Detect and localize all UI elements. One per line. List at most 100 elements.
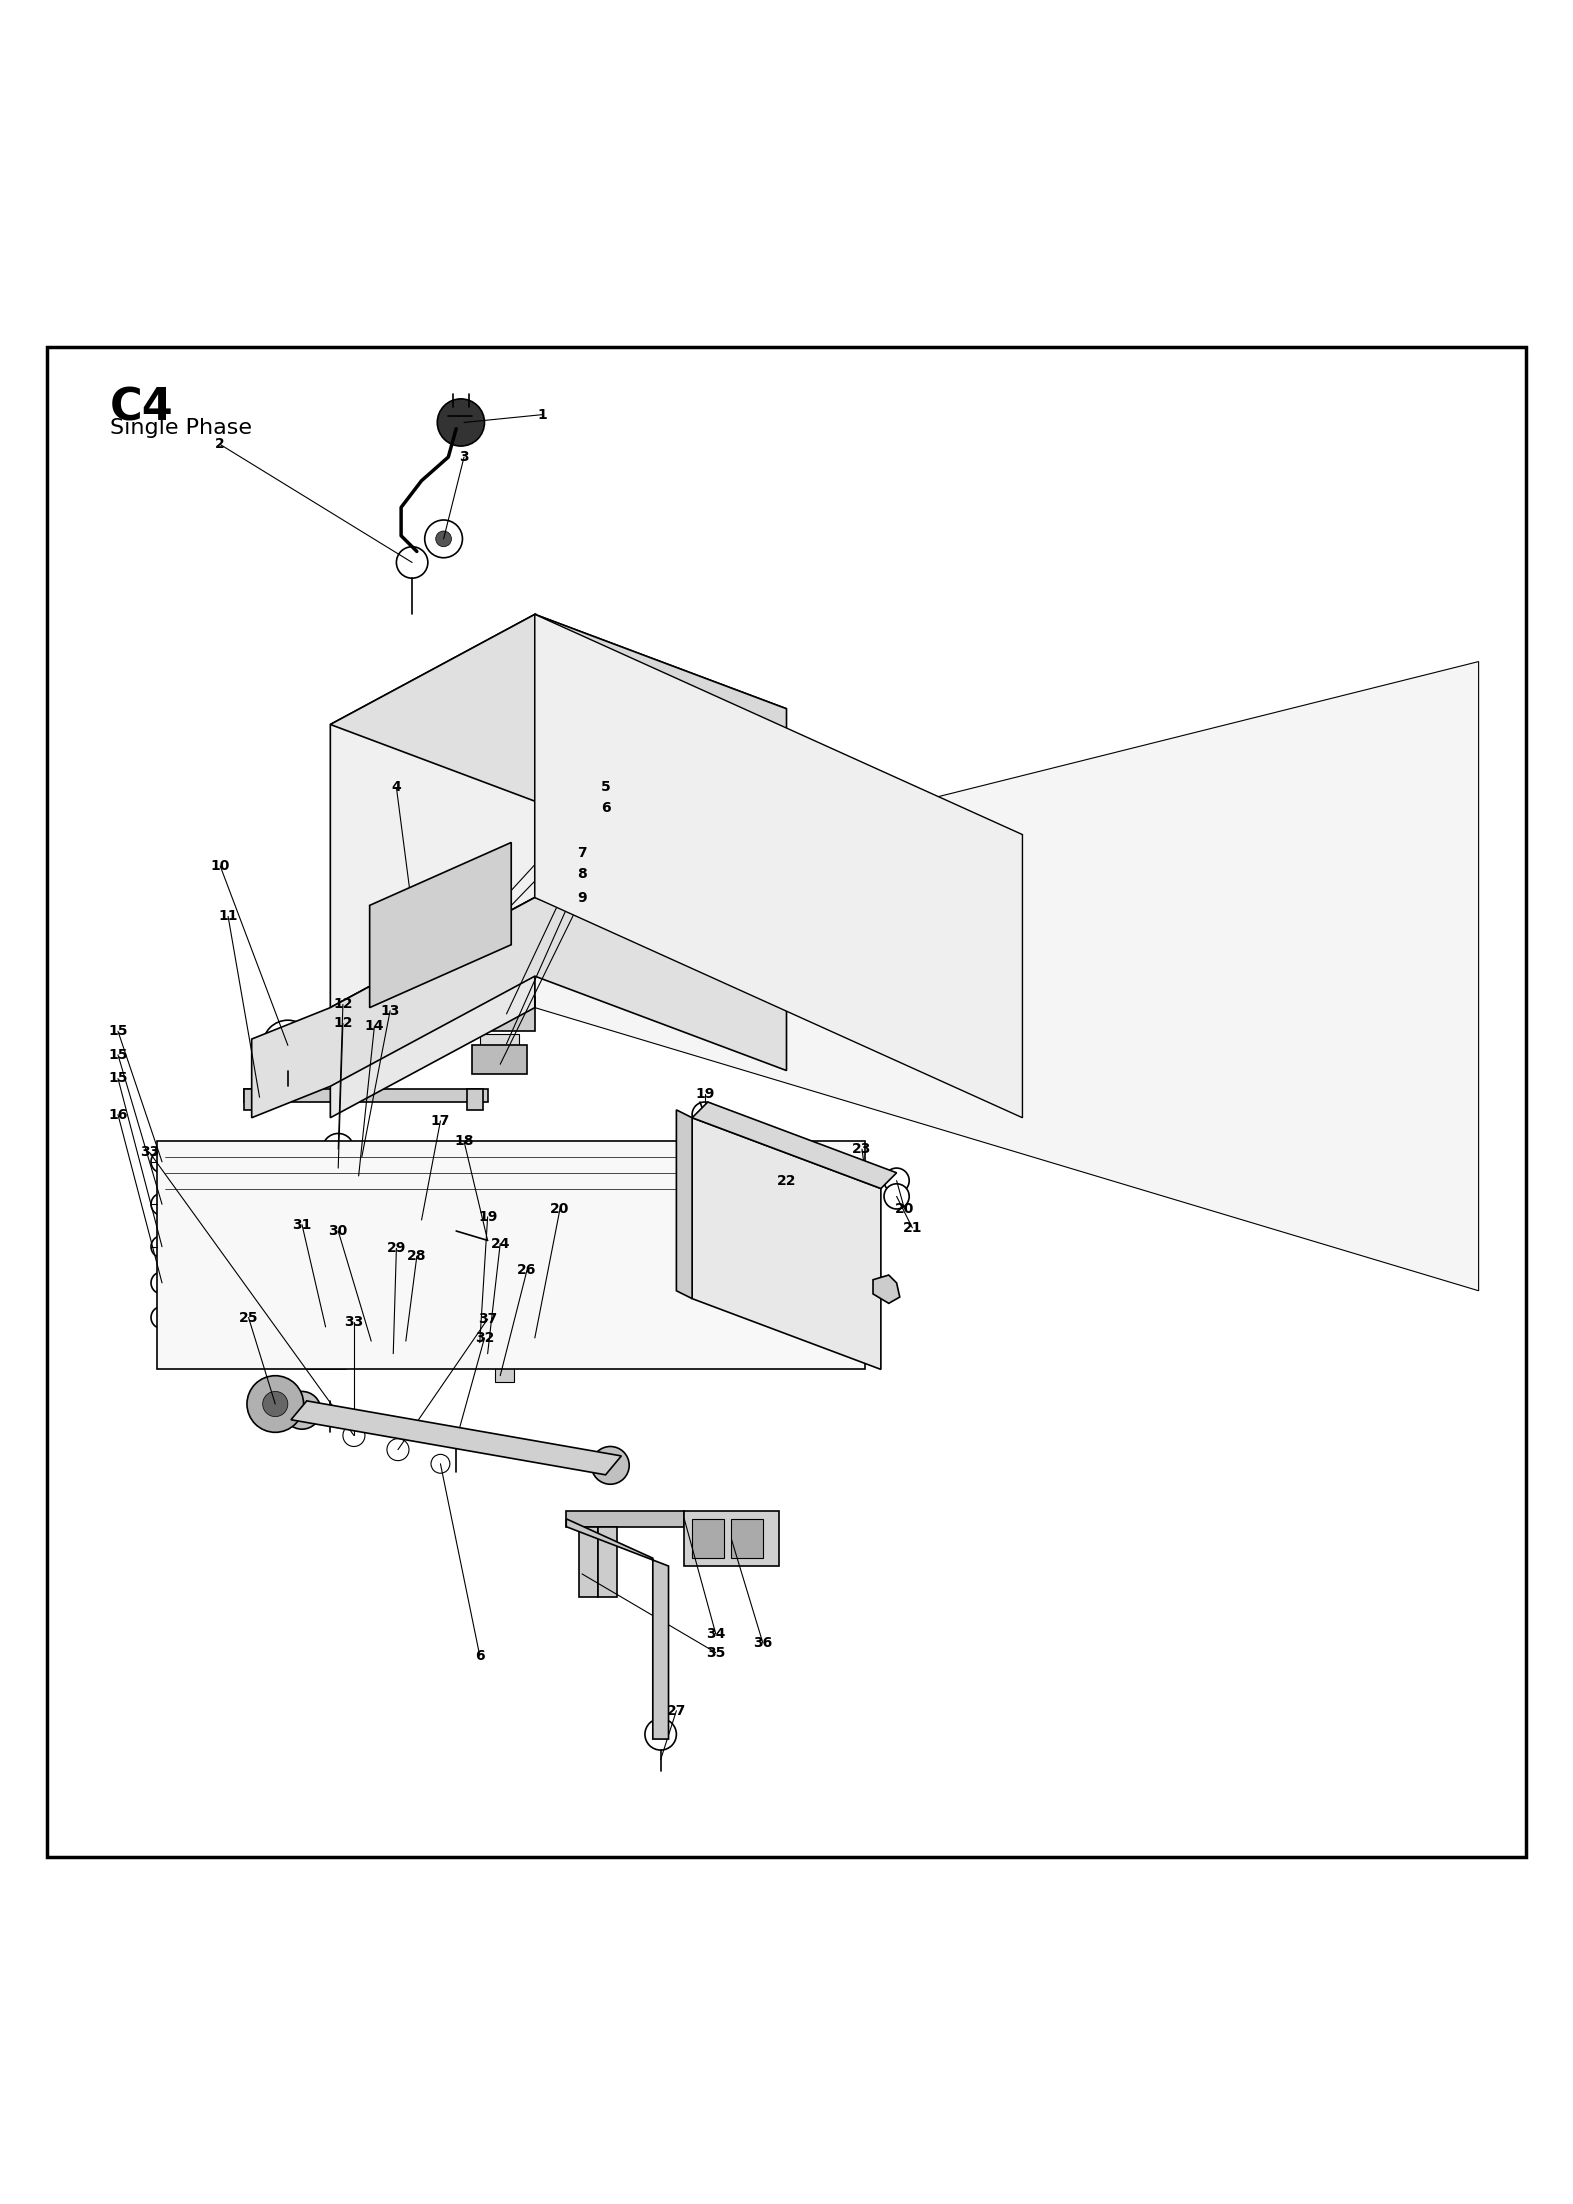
Text: 19: 19 [695, 1087, 714, 1102]
Text: 13: 13 [381, 1003, 400, 1018]
Bar [598, 1527, 617, 1598]
Text: 37: 37 [478, 1311, 497, 1327]
Bar [417, 1322, 436, 1360]
Bar [244, 1089, 260, 1111]
Text: 12: 12 [333, 998, 352, 1012]
Bar [480, 996, 535, 1031]
Text: 17: 17 [431, 1113, 450, 1128]
Text: 20: 20 [551, 1201, 569, 1217]
Circle shape [461, 928, 477, 946]
Circle shape [151, 1150, 173, 1173]
Circle shape [774, 1287, 799, 1311]
Text: 35: 35 [706, 1646, 725, 1660]
Circle shape [263, 1391, 288, 1417]
Circle shape [884, 1184, 909, 1210]
Text: 23: 23 [853, 1142, 871, 1157]
Bar [385, 1173, 456, 1267]
Circle shape [238, 1166, 250, 1179]
Polygon shape [566, 1519, 669, 1739]
Polygon shape [873, 1276, 900, 1303]
Text: 2: 2 [216, 436, 225, 452]
Bar [362, 1318, 381, 1364]
Circle shape [387, 1439, 409, 1461]
Polygon shape [535, 615, 1022, 1117]
Text: 33: 33 [140, 1146, 159, 1159]
Text: 15: 15 [109, 1071, 127, 1084]
Circle shape [283, 1391, 321, 1428]
Bar [731, 1519, 763, 1558]
Polygon shape [330, 897, 535, 1117]
Polygon shape [370, 842, 511, 1007]
Circle shape [437, 399, 484, 445]
Text: 30: 30 [329, 1223, 348, 1239]
Circle shape [591, 1446, 629, 1483]
Circle shape [425, 520, 462, 558]
Text: Single Phase: Single Phase [110, 419, 252, 439]
Polygon shape [330, 615, 535, 1007]
Text: 7: 7 [577, 846, 587, 860]
Circle shape [367, 855, 404, 893]
Text: 32: 32 [475, 1331, 494, 1344]
Circle shape [884, 1168, 909, 1192]
Circle shape [348, 1166, 370, 1188]
Text: 10: 10 [211, 860, 230, 873]
Circle shape [343, 1424, 365, 1446]
Text: 28: 28 [407, 1250, 426, 1263]
Polygon shape [157, 1142, 865, 1369]
Text: 27: 27 [667, 1704, 686, 1717]
Text: 21: 21 [903, 1221, 922, 1234]
Text: 14: 14 [365, 1020, 384, 1034]
Text: 25: 25 [239, 1311, 258, 1325]
Circle shape [478, 1344, 497, 1362]
Circle shape [151, 1236, 173, 1258]
Circle shape [238, 1214, 250, 1225]
Bar [393, 1181, 448, 1258]
Text: 29: 29 [387, 1241, 406, 1256]
Text: 19: 19 [478, 1210, 497, 1223]
Text: 22: 22 [777, 1175, 796, 1188]
Circle shape [151, 1272, 173, 1294]
Bar [456, 1322, 519, 1362]
Text: 36: 36 [753, 1635, 772, 1651]
Bar [495, 1362, 514, 1382]
Text: C4: C4 [110, 386, 175, 430]
Circle shape [322, 1153, 354, 1184]
Bar [566, 1512, 684, 1527]
Text: 26: 26 [518, 1263, 536, 1278]
Polygon shape [692, 1102, 897, 1188]
Circle shape [151, 1192, 173, 1214]
Circle shape [436, 531, 451, 547]
Circle shape [351, 1146, 373, 1168]
Circle shape [692, 1102, 717, 1126]
Circle shape [322, 1133, 354, 1166]
Bar [480, 1034, 519, 1049]
Text: 15: 15 [109, 1025, 127, 1038]
Circle shape [645, 1719, 676, 1750]
Polygon shape [252, 897, 786, 1117]
Text: 3: 3 [459, 450, 469, 465]
Text: 9: 9 [577, 890, 587, 904]
Circle shape [238, 1190, 250, 1203]
Circle shape [431, 1455, 450, 1472]
Text: 6: 6 [601, 800, 610, 815]
Bar [385, 1318, 448, 1364]
Bar [705, 1173, 768, 1283]
Polygon shape [692, 1117, 881, 1369]
Circle shape [389, 917, 445, 972]
Bar [692, 1519, 724, 1558]
Bar [390, 1322, 409, 1360]
Polygon shape [676, 1111, 692, 1298]
Bar [244, 1089, 488, 1102]
Polygon shape [291, 1402, 621, 1474]
Polygon shape [330, 615, 786, 820]
Text: 34: 34 [706, 1627, 725, 1640]
Bar [315, 1307, 338, 1338]
Bar [579, 1527, 598, 1598]
Text: 15: 15 [109, 1047, 127, 1062]
Circle shape [404, 932, 429, 957]
Text: 1: 1 [538, 408, 547, 421]
Circle shape [524, 1327, 546, 1349]
Bar [307, 1283, 346, 1369]
Text: 6: 6 [475, 1649, 484, 1662]
Text: 12: 12 [333, 1016, 352, 1029]
